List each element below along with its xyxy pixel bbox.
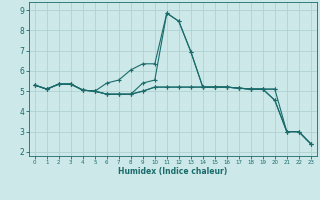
X-axis label: Humidex (Indice chaleur): Humidex (Indice chaleur) xyxy=(118,167,228,176)
